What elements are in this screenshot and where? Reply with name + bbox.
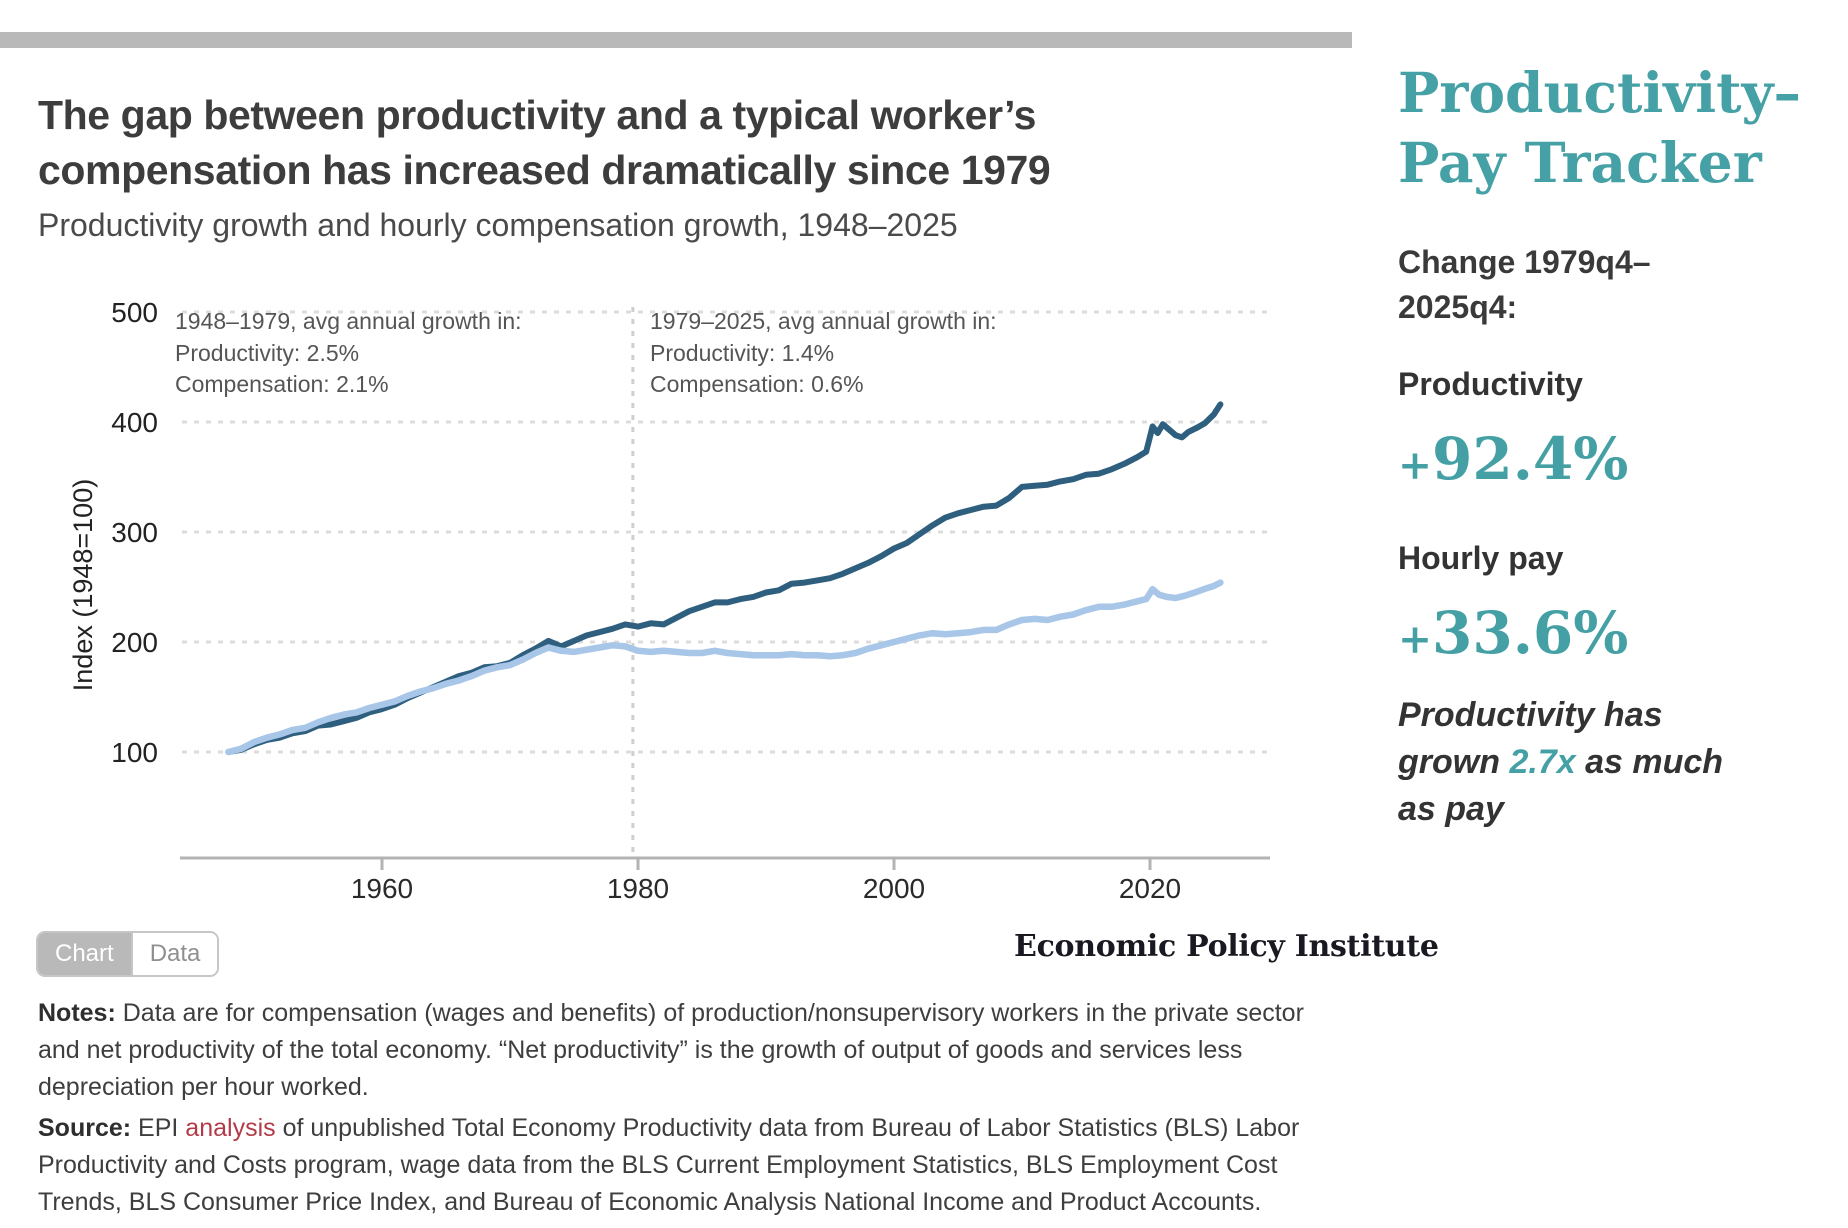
change-period-line1: Change 1979q4–	[1398, 244, 1651, 280]
change-period-label: Change 1979q4– 2025q4:	[1398, 240, 1651, 330]
source-label: Source:	[38, 1114, 132, 1142]
annotation-line: Compensation: 2.1%	[175, 371, 389, 397]
hourly-pay-label: Hourly pay	[1398, 540, 1564, 576]
y-tick-label: 200	[111, 627, 158, 658]
analysis-link[interactable]: analysis	[185, 1114, 276, 1142]
annotation-post-1979: 1979–2025, avg annual growth in: Product…	[650, 306, 997, 401]
notes-body: Data are for compensation (wages and ben…	[38, 999, 1304, 1101]
annotation-line: 1948–1979, avg annual growth in:	[175, 308, 522, 334]
summary-line3: as pay	[1398, 790, 1504, 828]
change-period-line2: 2025q4:	[1398, 289, 1518, 325]
source-body: EPI	[138, 1114, 186, 1142]
annotation-pre-1979: 1948–1979, avg annual growth in: Product…	[175, 306, 522, 401]
chart-title: The gap between productivity and a typic…	[38, 92, 1051, 193]
productivity-change-value: +92.4%	[1398, 425, 1629, 493]
productivity-label: Productivity	[1398, 366, 1583, 402]
multiplier-value: 2.7x	[1509, 743, 1576, 781]
summary-line1: Productivity has	[1398, 696, 1663, 734]
annotation-line: Productivity: 2.5%	[175, 339, 360, 366]
tracker-title-line1: Productivity–	[1398, 60, 1801, 125]
annotation-line: Compensation: 0.6%	[650, 371, 864, 397]
notes-text: Notes: Data are for compensation (wages …	[38, 995, 1322, 1106]
summary-line2-post: as much	[1575, 743, 1724, 781]
x-tick-label: 2000	[863, 873, 925, 904]
annotation-line: 1979–2025, avg annual growth in:	[650, 308, 997, 334]
summary-line2: grown 2.7x as much	[1398, 739, 1848, 786]
tracker-title: Productivity– Pay Tracker	[1398, 58, 1801, 198]
productivity-line[interactable]	[225, 401, 1224, 755]
epi-logo: Economic Policy Institute	[1014, 929, 1439, 964]
compensation-line[interactable]	[225, 579, 1224, 756]
y-tick-label: 400	[111, 407, 158, 438]
annotation-line: Productivity: 1.4%	[650, 339, 835, 366]
y-tick-label: 300	[111, 517, 158, 548]
chart-subtitle: Productivity growth and hourly compensat…	[38, 207, 958, 243]
summary-text: Productivity has grown 2.7x as much as p…	[1398, 692, 1848, 833]
x-tick-label: 2020	[1119, 873, 1181, 904]
chart-tab-button[interactable]: Chart	[38, 933, 133, 975]
y-tick-label: 100	[111, 737, 158, 768]
tracker-title-line2: Pay Tracker	[1398, 130, 1762, 195]
data-tab-button[interactable]: Data	[132, 933, 218, 975]
x-tick-label: 1960	[351, 873, 413, 904]
x-tick-label: 1980	[607, 873, 669, 904]
y-axis-title: Index (1948=100)	[68, 478, 98, 692]
chart-plot[interactable]: 100 200 300 400 500 1960 1980 2000 2020	[0, 0, 1370, 940]
chart-data-toggle: Chart Data	[36, 931, 220, 977]
source-text: Source: EPI analysis of unpublished Tota…	[38, 1110, 1322, 1221]
notes-label: Notes:	[38, 999, 116, 1027]
source-body-rest: of unpublished Total Economy Productivit…	[38, 1114, 1300, 1216]
summary-line2-pre: grown	[1398, 743, 1510, 781]
top-divider-bar	[0, 32, 1352, 48]
pay-change-value: +33.6%	[1398, 599, 1629, 667]
y-tick-label: 500	[111, 297, 158, 328]
